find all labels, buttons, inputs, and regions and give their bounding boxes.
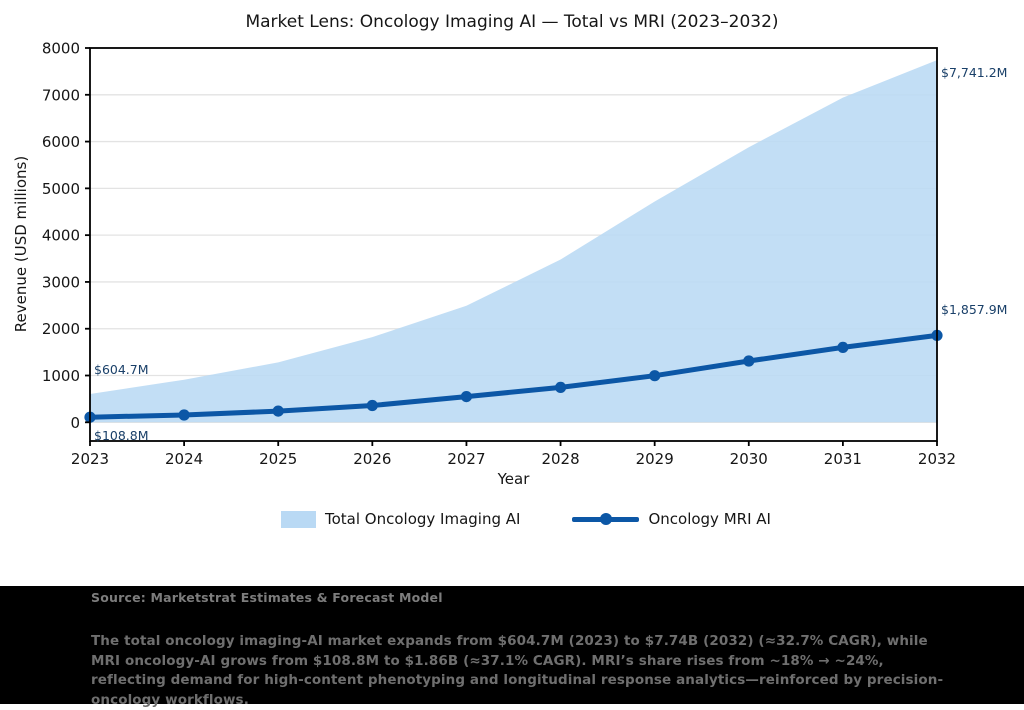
x-tick-label: 2023 [71, 450, 109, 468]
y-tick-label: 4000 [42, 227, 80, 245]
data-point-marker [460, 391, 472, 403]
data-point-marker [743, 355, 755, 367]
x-tick-label: 2026 [353, 450, 391, 468]
mri-line-markers [84, 329, 943, 423]
y-tick-label: 5000 [42, 180, 80, 198]
annotation-total-end: $7,741.2M [941, 65, 1008, 80]
chart-figure: Market Lens: Oncology Imaging AI — Total… [12, 12, 1008, 528]
footer-panel: Source: Marketstrat Estimates & Forecast… [0, 586, 1024, 708]
chart-canvas: 2023 2024 2025 2026 2027 2028 2029 2030 2031 2032… [42, 40, 956, 469]
chart-legend: Total Oncology Imaging AI Oncology MRI A… [281, 510, 771, 528]
y-tick-label: 6000 [42, 133, 80, 151]
y-tick-label: 3000 [42, 273, 80, 291]
annotation-mri-start: $108.8M [94, 428, 149, 443]
total-area-series [90, 60, 937, 423]
y-tick-label: 8000 [42, 40, 80, 58]
legend-item-mri: Oncology MRI AI [572, 510, 771, 528]
x-tick-label: 2024 [165, 450, 203, 468]
legend-label-total: Total Oncology Imaging AI [325, 510, 521, 528]
data-point-marker [555, 381, 567, 393]
plot-border [89, 47, 938, 442]
y-tick-label: 1000 [42, 367, 80, 385]
y-tick-label: 7000 [42, 86, 80, 104]
y-axis-label: Revenue (USD millions) [12, 155, 30, 333]
x-tick-label: 2027 [447, 450, 485, 468]
legend-item-total: Total Oncology Imaging AI [281, 510, 520, 528]
x-tick-label: 2032 [918, 450, 956, 468]
data-point-marker [178, 409, 190, 421]
marker-swatch [599, 513, 612, 525]
x-tick-label: 2031 [824, 450, 862, 468]
data-point-marker [272, 405, 284, 417]
source-line: Source: Marketstrat Estimates & Forecast… [91, 590, 443, 605]
caption-text: The total oncology imaging-AI market exp… [91, 633, 944, 708]
chart-title: Market Lens: Oncology Imaging AI — Total… [245, 12, 779, 32]
annotation-mri-end: $1,857.9M [941, 302, 1008, 317]
x-tick-label: 2028 [541, 450, 579, 468]
axis-ticks: 2023 2024 2025 2026 2027 2028 2029 2030 2031 2032… [42, 40, 956, 469]
y-tick-label: 0 [70, 414, 80, 432]
legend-label-mri: Oncology MRI AI [648, 510, 771, 528]
mri-line-series [87, 332, 940, 420]
area-swatch-icon [281, 510, 316, 528]
data-point-marker [837, 341, 849, 353]
annotation-total-start: $604.7M [94, 362, 149, 377]
data-point-marker [366, 399, 378, 412]
line-marker-swatch-icon [572, 511, 640, 528]
x-axis-label: Year [497, 470, 530, 488]
y-tick-label: 2000 [42, 320, 80, 338]
x-tick-label: 2030 [730, 450, 768, 468]
data-point-marker [649, 370, 661, 382]
x-tick-label: 2025 [259, 450, 297, 468]
x-tick-label: 2029 [636, 450, 674, 468]
